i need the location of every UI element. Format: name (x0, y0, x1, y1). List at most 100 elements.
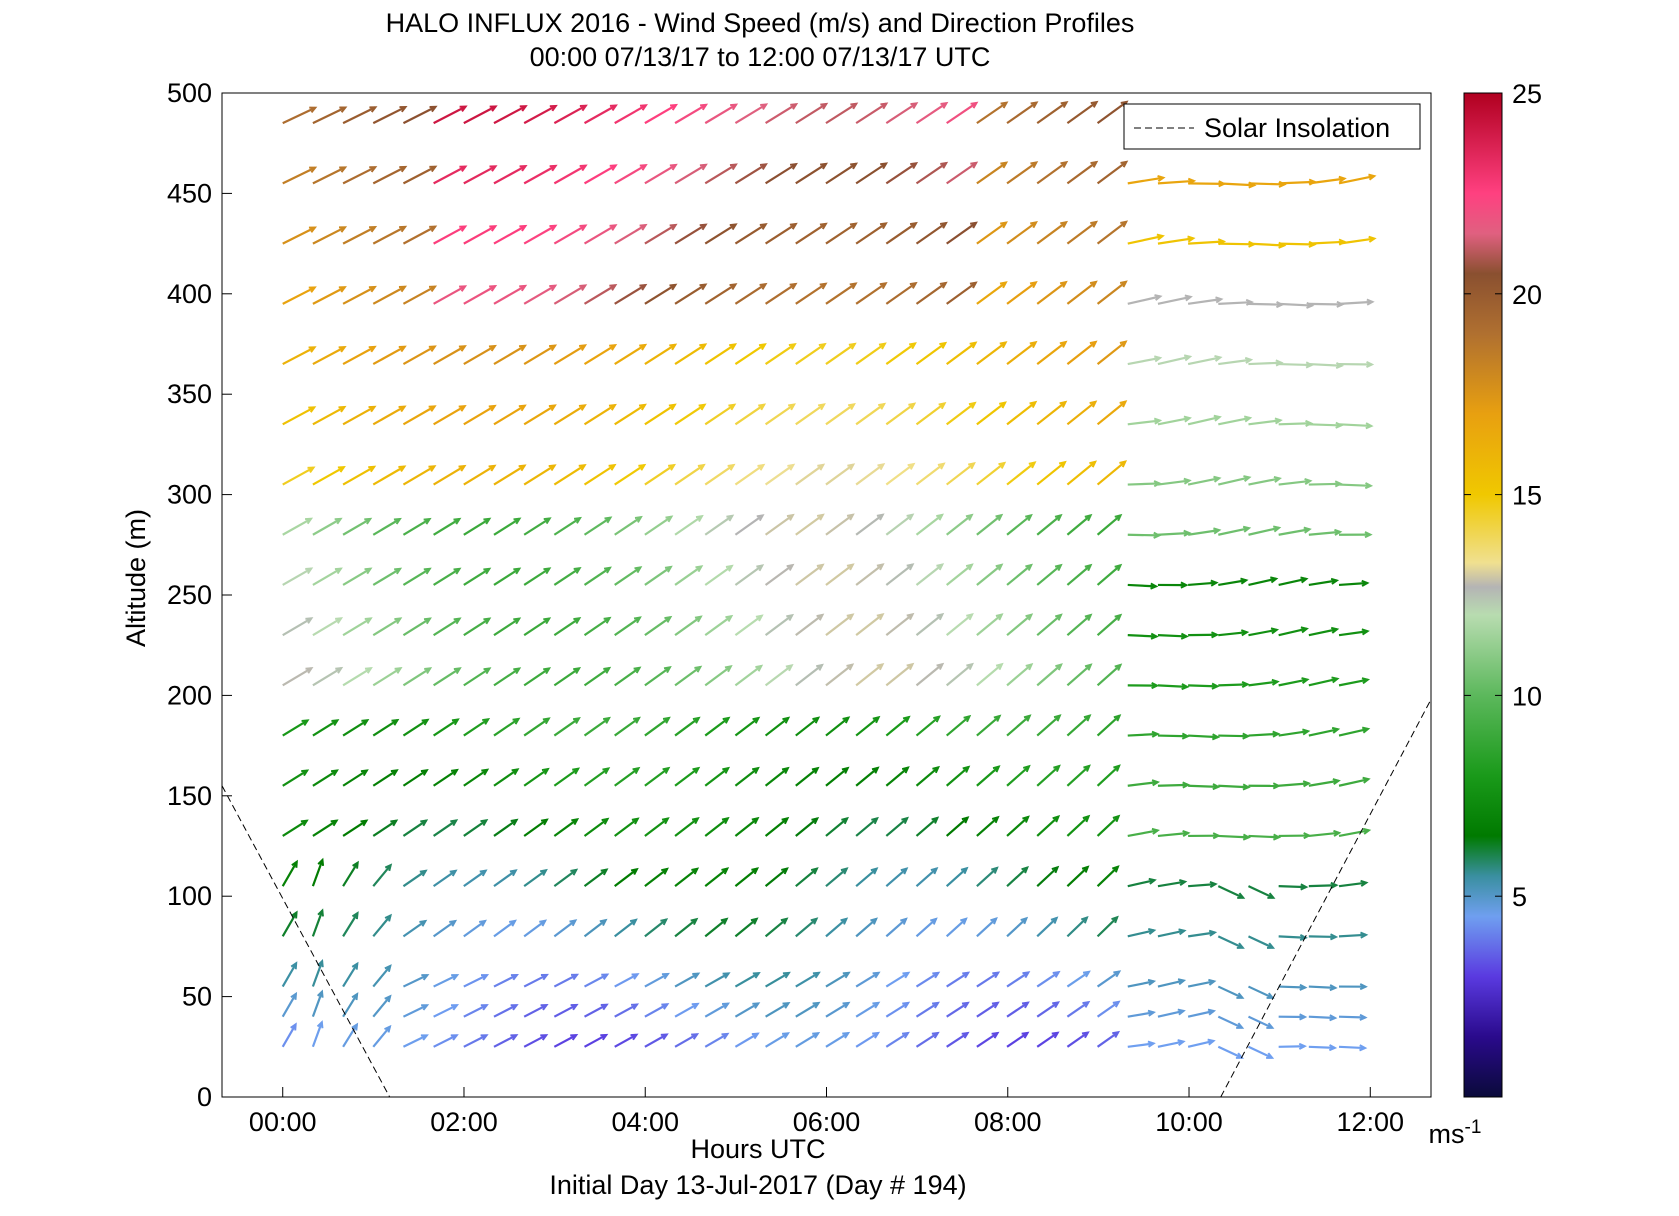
wind-vector-head (453, 567, 462, 575)
wind-vector-head (540, 1034, 549, 1041)
wind-vector (915, 282, 947, 305)
wind-vector (1036, 564, 1062, 586)
wind-vector-head (938, 402, 947, 410)
wind-vector-head (729, 283, 738, 291)
wind-vector-head (931, 1031, 940, 1039)
wind-vector-head (699, 343, 708, 351)
wind-vector-head (600, 1033, 609, 1041)
wind-vector-head (399, 106, 408, 113)
wind-vector-head (1084, 513, 1093, 522)
wind-vector (312, 286, 346, 305)
wind-vector-head (1330, 626, 1340, 634)
wind-vector-head (726, 514, 735, 522)
y-tick-label: 500 (167, 78, 212, 108)
plot-area: 00:00 02:00 04:00 06:00 08:00 10:00 12:00 0 50 10… (167, 78, 1432, 1137)
wind-vector (704, 972, 730, 988)
wind-vector-head (1023, 714, 1032, 722)
wind-vector (795, 103, 827, 125)
wind-vector (885, 1001, 909, 1018)
wind-vector (342, 617, 372, 637)
wind-vector-head (786, 563, 795, 571)
wind-vector (433, 567, 461, 586)
wind-vector-head (307, 466, 316, 474)
wind-vector-head (909, 221, 918, 229)
wind-vector-head (633, 666, 642, 674)
wind-vector (1157, 531, 1190, 536)
wind-vector-head (811, 816, 820, 825)
wind-vector-head (969, 221, 978, 229)
wind-vector-head (781, 766, 790, 775)
colorbar-tick-label: 10 (1512, 681, 1542, 711)
wind-vector-head (1022, 971, 1031, 979)
wind-vector (402, 567, 431, 586)
wind-vector (433, 225, 466, 245)
wind-vector (945, 917, 967, 938)
wind-vector (855, 513, 884, 536)
wind-vector-head (290, 1022, 297, 1031)
wind-vector (1127, 533, 1160, 537)
wind-vector (1006, 564, 1032, 586)
wind-vector (1308, 1045, 1335, 1049)
wind-vector (402, 920, 426, 938)
wind-vector-head (450, 1004, 460, 1011)
wind-vector (1218, 182, 1255, 187)
wind-vector-head (317, 959, 324, 968)
wind-vector (855, 162, 887, 185)
wind-vector-head (634, 515, 643, 523)
wind-vector (282, 106, 316, 125)
wind-vector (1338, 483, 1371, 487)
wind-vector (1187, 298, 1222, 305)
wind-vector-head (811, 766, 820, 774)
wind-vector (1278, 782, 1309, 787)
wind-vector (523, 284, 556, 305)
wind-vector (674, 403, 706, 426)
wind-vector-head (722, 716, 731, 724)
wind-vector-head (751, 816, 760, 825)
wind-vector-head (931, 816, 940, 824)
wind-vector (946, 221, 977, 245)
wind-vector-head (305, 617, 314, 624)
wind-vector-head (756, 514, 765, 522)
wind-vector-head (669, 223, 678, 231)
wind-vector (1096, 970, 1120, 988)
wind-vector-head (1299, 934, 1308, 942)
wind-vector-head (360, 769, 369, 777)
wind-vector-head (579, 284, 588, 292)
wind-vector (614, 403, 646, 426)
wind-vector-head (1084, 613, 1093, 621)
wind-vector-head (850, 102, 859, 110)
wind-vector-head (631, 973, 640, 980)
wind-vector-head (543, 567, 552, 575)
wind-vector-head (758, 403, 767, 411)
wind-vector (825, 162, 857, 185)
wind-vector (463, 105, 497, 125)
wind-vector (1036, 101, 1068, 125)
wind-vector-head (599, 918, 608, 926)
wind-vector (372, 225, 406, 245)
wind-vector (372, 345, 406, 366)
wind-vector-head (1236, 992, 1245, 999)
wind-vector-head (549, 284, 558, 292)
wind-vector (825, 343, 856, 365)
wind-vector (644, 918, 667, 938)
wind-vector (282, 406, 315, 426)
wind-vector (553, 869, 577, 888)
wind-vector-head (872, 1031, 881, 1039)
wind-vector-head (1187, 235, 1196, 243)
wind-vector-head (906, 513, 915, 521)
wind-vector-head (1112, 814, 1121, 823)
wind-vector (734, 403, 765, 426)
wind-vector (433, 718, 459, 737)
wind-vector-head (609, 164, 618, 171)
wind-vector-head (664, 565, 673, 573)
wind-vector (976, 161, 1007, 185)
wind-vector (1036, 614, 1062, 636)
wind-vector-head (578, 404, 587, 411)
wind-vector-head (479, 919, 487, 927)
wind-vector-head (518, 464, 527, 472)
wind-vector-head (483, 617, 492, 625)
wind-vector (583, 404, 616, 426)
wind-vector (1308, 884, 1337, 888)
wind-vector (704, 665, 732, 687)
